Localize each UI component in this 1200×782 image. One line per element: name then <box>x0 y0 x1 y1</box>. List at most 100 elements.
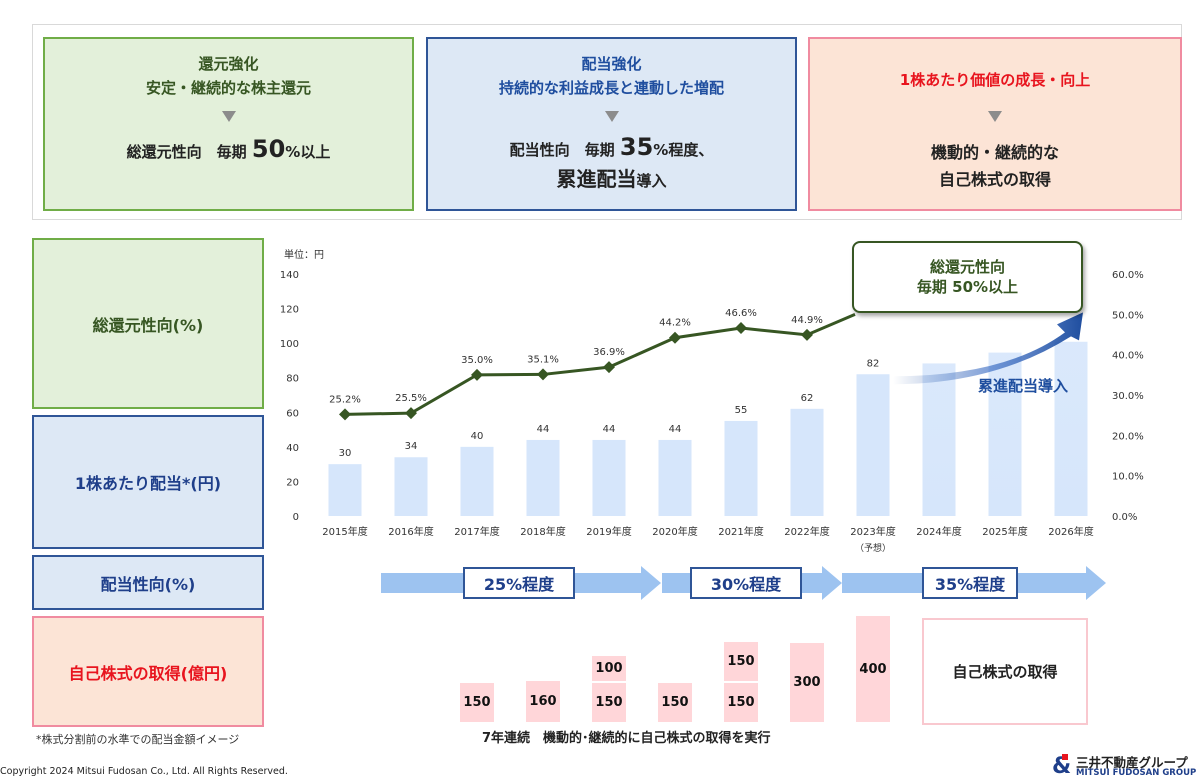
y2-tick-label: 50.0% <box>1112 310 1144 321</box>
total-return-label: 35.0% <box>461 355 493 366</box>
buyback-bar: 100 <box>592 656 626 681</box>
x-tick-label: 2023年度 <box>850 525 895 538</box>
total-return-label: 25.2% <box>329 394 361 405</box>
callout-line1: 総還元性向 <box>929 258 1005 276</box>
dps-bar-label: 44 <box>603 424 616 435</box>
row-label-dps: 1株あたり配当*(円) <box>32 415 264 549</box>
x-tick-label: 2020年度 <box>652 525 697 538</box>
total-return-label: 44.2% <box>659 318 691 329</box>
dps-bar <box>658 439 692 516</box>
logo-mark-icon: & <box>1052 754 1072 779</box>
buyback-bar: 150 <box>724 683 758 722</box>
box-main: 総還元性向 毎期 50%以上 <box>126 135 331 163</box>
buyback-bar: 150 <box>460 683 494 722</box>
dps-bar <box>526 439 560 516</box>
logo-jp: 三井不動産グループ <box>1076 755 1188 770</box>
dps-future-bar <box>1054 341 1088 516</box>
x-tick-label: 2026年度 <box>1048 525 1093 538</box>
payout-phase-2: 30%程度 <box>690 567 802 599</box>
y2-tick-label: 10.0% <box>1112 472 1144 483</box>
x-tick-label: 2015年度 <box>322 525 367 538</box>
total-return-point <box>669 331 681 344</box>
progressive-arrow-icon <box>893 312 1083 385</box>
y2-tick-label: 30.0% <box>1112 391 1144 402</box>
box-main-2: 累進配当導入 <box>556 167 667 191</box>
dps-bar <box>460 446 494 516</box>
total-return-point <box>735 322 747 335</box>
y-tick-label: 0 <box>293 512 299 523</box>
callout-line2: 毎期 50%以上 <box>916 278 1019 296</box>
y-tick-label: 80 <box>286 374 299 385</box>
y-tick-label: 20 <box>286 477 299 488</box>
dps-bar-label: 44 <box>669 424 682 435</box>
x-tick-label: 2019年度 <box>586 525 631 538</box>
dps-future-bar <box>922 363 956 516</box>
box-shareholder-return: 還元強化 安定・継続的な株主還元 総還元性向 毎期 50%以上 <box>43 37 414 211</box>
buyback-bar: 150 <box>592 683 626 722</box>
x-tick-label: 2017年度 <box>454 525 499 538</box>
payout-phase-3: 35%程度 <box>922 567 1018 599</box>
y2-tick-label: 40.0% <box>1112 351 1144 362</box>
box-main: 機動的・継続的な <box>930 143 1059 162</box>
buyback-bar: 300 <box>790 643 824 722</box>
x-tick-label: 2022年度 <box>784 525 829 538</box>
x-tick-label: 2025年度 <box>982 525 1027 538</box>
x-tick-note: （予想） <box>855 542 891 554</box>
triangle-down-icon <box>604 111 619 122</box>
progressive-dividend-label: 累進配当導入 <box>978 377 1069 395</box>
total-return-callout: 総還元性向 毎期 50%以上 <box>852 241 1083 313</box>
dps-bar-label: 62 <box>801 393 814 404</box>
logo-accent-icon <box>1062 754 1068 760</box>
dps-bar <box>790 408 824 516</box>
box-subtitle: 安定・継続的な株主還元 <box>145 79 311 97</box>
box-title: 1株あたり価値の成長・向上 <box>899 71 1091 89</box>
x-tick-label: 2024年度 <box>916 525 961 538</box>
y-tick-label: 40 <box>286 443 299 454</box>
triangle-down-icon <box>221 111 236 122</box>
box-title: 還元強化 <box>198 55 259 73</box>
box-main: 配当性向 毎期 35%程度、 <box>509 133 714 161</box>
total-return-label: 44.9% <box>791 315 823 326</box>
dps-bar-label: 30 <box>339 448 352 459</box>
dps-bar-label: 82 <box>867 358 880 369</box>
y2-tick-label: 0.0% <box>1112 512 1137 523</box>
dps-bar-label: 40 <box>471 431 484 442</box>
dps-bar-label: 55 <box>735 405 748 416</box>
x-tick-label: 2016年度 <box>388 525 433 538</box>
triangle-down-icon <box>988 111 1002 122</box>
buyback-bar: 160 <box>526 681 560 722</box>
total-return-label: 36.9% <box>593 347 625 358</box>
total-return-label: 35.1% <box>527 354 559 365</box>
dps-bar <box>856 374 890 516</box>
total-return-point <box>801 328 813 341</box>
x-tick-label: 2018年度 <box>520 525 565 538</box>
dps-bar-label: 44 <box>537 424 550 435</box>
total-return-point <box>339 408 351 421</box>
dps-bar <box>394 457 428 516</box>
y-tick-label: 140 <box>280 270 299 281</box>
buyback-bar: 150 <box>658 683 692 722</box>
total-return-point <box>603 361 615 374</box>
box-main-2: 自己株式の取得 <box>938 170 1051 189</box>
box-title: 配当強化 <box>581 55 642 73</box>
company-logo: & 三井不動産グループ MITSUI FUDOSAN GROUP <box>1052 752 1198 780</box>
buyback-bar: 400 <box>856 616 890 722</box>
buyback-bar: 150 <box>724 642 758 681</box>
y2-tick-label: 20.0% <box>1112 431 1144 442</box>
logo-en: MITSUI FUDOSAN GROUP <box>1076 768 1197 778</box>
buyback-future-box: 自己株式の取得 <box>922 618 1088 725</box>
y2-tick-label: 60.0% <box>1112 270 1144 281</box>
dps-bar <box>592 439 626 516</box>
dps-bar <box>328 464 362 516</box>
unit-label: 単位：円 <box>284 248 324 261</box>
total-return-label: 25.5% <box>395 393 427 404</box>
dps-future-bar <box>988 352 1022 516</box>
x-tick-label: 2021年度 <box>718 525 763 538</box>
box-share-value: 1株あたり価値の成長・向上 機動的・継続的な 自己株式の取得 <box>808 37 1182 211</box>
copyright: Copyright 2024 Mitsui Fudosan Co., Ltd. … <box>0 766 288 777</box>
buyback-note: 7年連続 機動的･継続的に自己株式の取得を実行 <box>482 731 771 746</box>
y-tick-label: 100 <box>280 339 299 350</box>
row-label-payout: 配当性向(%) <box>32 555 264 610</box>
row-label-buyback: 自己株式の取得(億円) <box>32 616 264 727</box>
box-subtitle: 持続的な利益成長と連動した増配 <box>498 79 724 97</box>
